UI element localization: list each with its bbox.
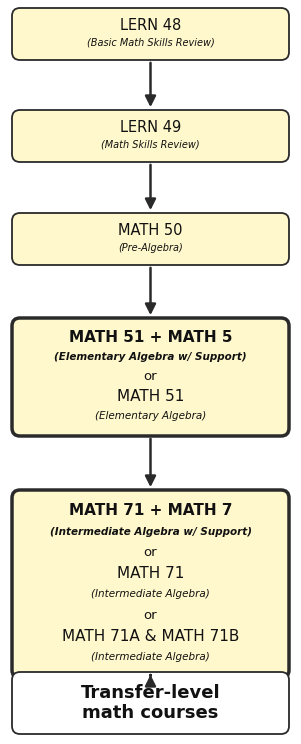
Text: (Elementary Algebra w/ Support): (Elementary Algebra w/ Support): [54, 353, 247, 362]
Text: (Intermediate Algebra): (Intermediate Algebra): [91, 589, 210, 600]
Text: MATH 51: MATH 51: [117, 389, 184, 404]
FancyBboxPatch shape: [12, 490, 289, 678]
Text: Transfer-level: Transfer-level: [81, 684, 220, 702]
Text: (Math Skills Review): (Math Skills Review): [101, 140, 200, 150]
FancyBboxPatch shape: [12, 672, 289, 734]
Text: math courses: math courses: [82, 705, 219, 722]
Text: or: or: [144, 371, 157, 383]
Text: MATH 71 + MATH 7: MATH 71 + MATH 7: [69, 504, 232, 519]
Text: MATH 51 + MATH 5: MATH 51 + MATH 5: [69, 330, 232, 345]
Text: or: or: [144, 546, 157, 559]
Text: or: or: [144, 609, 157, 622]
Text: (Basic Math Skills Review): (Basic Math Skills Review): [87, 38, 214, 48]
Text: MATH 50: MATH 50: [118, 223, 183, 238]
FancyBboxPatch shape: [12, 110, 289, 162]
Text: LERN 48: LERN 48: [120, 18, 181, 33]
FancyBboxPatch shape: [12, 213, 289, 265]
Text: (Intermediate Algebra): (Intermediate Algebra): [91, 652, 210, 662]
Text: (Pre-Algebra): (Pre-Algebra): [118, 243, 183, 253]
Text: LERN 49: LERN 49: [120, 120, 181, 135]
Text: MATH 71: MATH 71: [117, 566, 184, 581]
Text: MATH 71A & MATH 71B: MATH 71A & MATH 71B: [62, 629, 239, 644]
FancyBboxPatch shape: [12, 318, 289, 436]
FancyBboxPatch shape: [12, 8, 289, 60]
Text: (Elementary Algebra): (Elementary Algebra): [95, 411, 206, 421]
Text: (Intermediate Algebra w/ Support): (Intermediate Algebra w/ Support): [49, 527, 252, 536]
